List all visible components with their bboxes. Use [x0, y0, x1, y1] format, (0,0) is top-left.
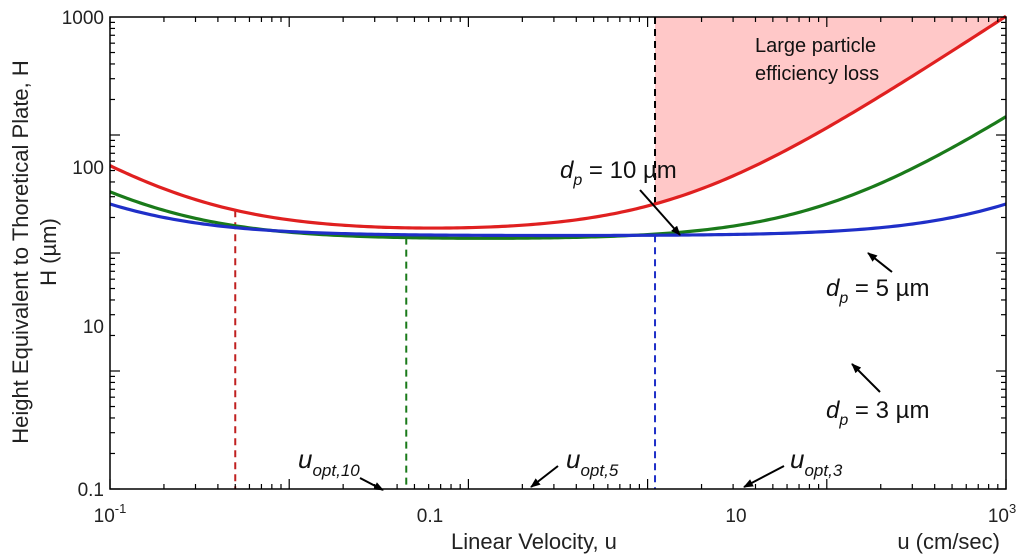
series-line-1 [109, 115, 1007, 240]
x-tick-label-3: 103 [988, 501, 1016, 527]
uopt10-arrow [359, 477, 384, 491]
y-axis-title: Height Equivalent to Thoretical Plate, H [8, 60, 33, 444]
uopt-dashed-lines [234, 17, 657, 489]
series-line-2 [109, 202, 1007, 238]
axis-ticks [109, 17, 1007, 490]
dp3-arrow [851, 363, 881, 393]
x-tick-label-2: 10 [725, 506, 746, 527]
dp5-arrow [867, 252, 893, 273]
y-axis-unit-title: H (µm) [36, 218, 61, 286]
x-tick-label-0: 10-1 [94, 501, 127, 527]
efficiency-loss-region [655, 17, 1006, 204]
dp5-label: dp = 5 µm [826, 275, 929, 307]
loss-label-line2: efficiency loss [755, 63, 879, 85]
uopt3-arrow [743, 465, 785, 488]
uopt5-arrow [530, 465, 559, 488]
y-tick-labels: 0.1 10 100 1000 [62, 8, 104, 501]
series-line-0 [109, 14, 1007, 230]
dp3-label: dp = 3 µm [826, 397, 929, 429]
x-axis-title: Linear Velocity, u [451, 529, 617, 554]
x-tick-label-1: 0.1 [417, 506, 443, 527]
x-axis-unit-label: u (cm/sec) [897, 529, 1000, 554]
hete-curves [109, 14, 1007, 240]
y-tick-label-3: 1000 [62, 8, 104, 29]
uopt5-label: uopt,5 [566, 444, 619, 480]
uopt3-label: uopt,3 [790, 444, 843, 480]
loss-label-line1: Large particle [755, 35, 876, 57]
x-tick-labels: 10-1 0.1 10 103 [94, 501, 1017, 527]
uopt10-label: uopt,10 [298, 444, 360, 480]
dp10-label: dp = 10 µm [560, 157, 677, 189]
annotations: Large particle efficiency loss dp = 10 µ… [298, 35, 929, 491]
dp10-arrow [639, 189, 681, 236]
y-tick-label-0: 0.1 [78, 480, 104, 501]
y-tick-label-2: 100 [72, 158, 104, 179]
y-tick-label-1: 10 [83, 317, 104, 338]
